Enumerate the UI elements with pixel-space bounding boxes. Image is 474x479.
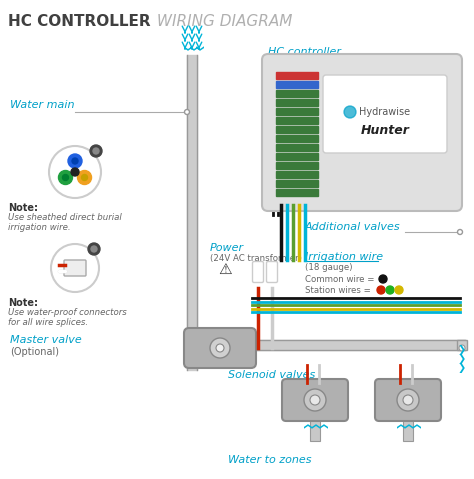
Text: ❯: ❯: [182, 45, 191, 52]
Circle shape: [91, 246, 97, 252]
Bar: [276, 153, 318, 160]
Text: (24V AC transformer): (24V AC transformer): [210, 254, 302, 263]
Text: ❯: ❯: [193, 45, 202, 52]
Circle shape: [397, 389, 419, 411]
Circle shape: [68, 154, 82, 168]
Circle shape: [344, 106, 356, 118]
FancyBboxPatch shape: [375, 379, 441, 421]
Circle shape: [82, 174, 88, 181]
Text: (Optional): (Optional): [10, 347, 59, 357]
Bar: [276, 117, 318, 124]
Text: Hunter: Hunter: [361, 124, 410, 137]
Circle shape: [377, 286, 385, 294]
Circle shape: [216, 344, 224, 352]
Circle shape: [379, 275, 387, 283]
Circle shape: [184, 110, 190, 114]
Text: Hydrawise: Hydrawise: [359, 107, 410, 117]
Bar: [276, 189, 318, 196]
Circle shape: [310, 395, 320, 405]
Circle shape: [395, 286, 403, 294]
Text: ❯: ❯: [403, 421, 412, 428]
Text: Use sheathed direct burial
irrigation wire.: Use sheathed direct burial irrigation wi…: [8, 213, 122, 232]
Bar: [276, 99, 318, 106]
Text: ❯: ❯: [411, 421, 420, 428]
Text: ❯: ❯: [310, 421, 319, 428]
Text: (18 gauge): (18 gauge): [305, 263, 353, 272]
Bar: [276, 162, 318, 169]
Text: Master valve: Master valve: [10, 335, 82, 345]
FancyBboxPatch shape: [184, 328, 256, 368]
Circle shape: [386, 286, 394, 294]
Text: Use water-proof connectors
for all wire splices.: Use water-proof connectors for all wire …: [8, 308, 127, 328]
Circle shape: [304, 389, 326, 411]
Circle shape: [49, 146, 101, 198]
FancyBboxPatch shape: [266, 262, 277, 283]
FancyBboxPatch shape: [262, 54, 462, 211]
Text: HC CONTROLLER: HC CONTROLLER: [8, 14, 151, 29]
Text: ⚠: ⚠: [218, 262, 232, 277]
Circle shape: [90, 145, 102, 157]
FancyBboxPatch shape: [253, 262, 264, 283]
Text: ❯: ❯: [395, 421, 404, 428]
Text: Note:: Note:: [8, 203, 38, 213]
Text: Common wire =: Common wire =: [305, 275, 374, 284]
FancyBboxPatch shape: [282, 379, 348, 421]
Circle shape: [457, 229, 463, 235]
Text: Solenoid valves: Solenoid valves: [228, 370, 315, 380]
Circle shape: [72, 158, 78, 164]
Circle shape: [71, 168, 79, 176]
Bar: [197, 340, 465, 350]
Bar: [276, 126, 318, 133]
Text: Additional valves: Additional valves: [305, 222, 401, 232]
Text: WIRING DIAGRAM: WIRING DIAGRAM: [152, 14, 292, 29]
FancyBboxPatch shape: [323, 75, 447, 153]
Bar: [457, 340, 467, 350]
Text: ))
)): )) )): [441, 72, 450, 91]
Text: Water to zones: Water to zones: [228, 455, 311, 465]
Bar: [310, 419, 320, 441]
Bar: [187, 55, 197, 370]
Bar: [276, 108, 318, 115]
Text: Station wires =: Station wires =: [305, 286, 371, 295]
Bar: [276, 180, 318, 187]
Circle shape: [210, 338, 230, 358]
Text: Power: Power: [210, 243, 244, 253]
Circle shape: [459, 345, 465, 351]
Circle shape: [63, 174, 68, 181]
Circle shape: [58, 171, 73, 184]
Text: Note:: Note:: [8, 298, 38, 308]
Text: ❯: ❯: [188, 45, 197, 52]
Bar: [276, 171, 318, 178]
Text: Water main: Water main: [10, 100, 74, 110]
Circle shape: [51, 244, 99, 292]
Text: ❯: ❯: [458, 354, 466, 364]
Circle shape: [88, 243, 100, 255]
Text: HC controller: HC controller: [268, 47, 341, 57]
Text: (12-station Wi-Fi controller): (12-station Wi-Fi controller): [268, 63, 385, 72]
Bar: [276, 144, 318, 151]
Text: ❯: ❯: [302, 421, 311, 428]
Bar: [276, 135, 318, 142]
Text: ❯: ❯: [319, 421, 328, 428]
Text: ❯: ❯: [458, 345, 466, 355]
Bar: [276, 90, 318, 97]
Bar: [276, 81, 318, 88]
Bar: [403, 419, 413, 441]
FancyBboxPatch shape: [64, 260, 86, 276]
Circle shape: [403, 395, 413, 405]
Text: ❯: ❯: [458, 363, 466, 373]
Text: Irrigation wire: Irrigation wire: [305, 252, 383, 262]
Circle shape: [78, 171, 91, 184]
Bar: [276, 72, 318, 79]
Circle shape: [93, 148, 99, 154]
